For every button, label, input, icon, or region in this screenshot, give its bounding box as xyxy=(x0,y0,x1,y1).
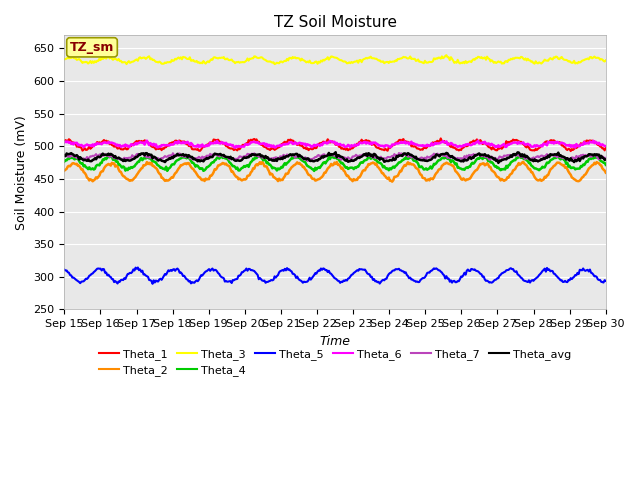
Theta_avg xyxy=(61,153,68,158)
Theta_3 xyxy=(390,59,398,64)
Theta_3 xyxy=(365,55,372,60)
Theta_3 xyxy=(61,56,68,62)
Theta_avg xyxy=(332,149,339,155)
Theta_5 xyxy=(291,272,299,278)
Y-axis label: Soil Moisture (mV): Soil Moisture (mV) xyxy=(15,115,28,230)
Theta_4 xyxy=(310,168,318,174)
Theta_3 xyxy=(229,59,237,64)
Theta_7 xyxy=(303,158,311,164)
Theta_6 xyxy=(390,142,398,147)
Theta_avg xyxy=(602,157,609,163)
Theta_7 xyxy=(602,155,609,161)
Theta_1 xyxy=(554,139,561,145)
Theta_7 xyxy=(61,153,68,159)
Theta_4 xyxy=(390,165,398,170)
Line: Theta_6: Theta_6 xyxy=(65,141,605,148)
Theta_7 xyxy=(289,153,296,158)
Theta_2 xyxy=(554,160,562,166)
Theta_1 xyxy=(389,142,397,147)
Theta_6 xyxy=(290,141,298,147)
Theta_1 xyxy=(61,138,68,144)
Theta_7 xyxy=(554,152,562,157)
Theta_1 xyxy=(602,145,609,151)
Theta_5 xyxy=(134,264,141,270)
Theta_2 xyxy=(229,169,237,175)
Theta_4 xyxy=(365,154,372,159)
Theta_7 xyxy=(229,155,237,161)
Theta_5 xyxy=(148,281,156,287)
Line: Theta_avg: Theta_avg xyxy=(65,152,605,163)
Theta_2 xyxy=(364,164,371,170)
Theta_3 xyxy=(290,55,298,61)
Theta_avg xyxy=(289,152,296,157)
Theta_5 xyxy=(461,270,468,276)
Theta_2 xyxy=(520,159,527,165)
Theta_1 xyxy=(229,146,237,152)
Theta_6 xyxy=(554,139,562,145)
Theta_7 xyxy=(461,153,468,159)
Theta_6 xyxy=(602,143,609,149)
Theta_6 xyxy=(229,142,237,148)
Line: Theta_3: Theta_3 xyxy=(65,55,605,64)
Line: Theta_2: Theta_2 xyxy=(65,162,605,181)
Theta_1 xyxy=(460,145,467,151)
Text: TZ_sm: TZ_sm xyxy=(70,41,114,54)
Title: TZ Soil Moisture: TZ Soil Moisture xyxy=(273,15,397,30)
Theta_6 xyxy=(460,143,467,148)
Theta_3 xyxy=(442,52,450,58)
Theta_2 xyxy=(289,164,296,169)
Theta_avg xyxy=(554,150,562,156)
Theta_4 xyxy=(461,167,468,173)
Theta_1 xyxy=(289,138,296,144)
Theta_1 xyxy=(437,135,445,141)
Theta_avg xyxy=(365,150,372,156)
Theta_6 xyxy=(61,140,68,145)
Theta_2 xyxy=(460,176,467,181)
Theta_5 xyxy=(554,275,562,281)
Theta_6 xyxy=(474,138,482,144)
Theta_5 xyxy=(602,278,609,284)
Theta_5 xyxy=(61,267,68,273)
Theta_6 xyxy=(231,145,239,151)
Theta_4 xyxy=(229,163,237,169)
Theta_6 xyxy=(365,140,372,146)
Theta_3 xyxy=(554,56,562,61)
Theta_2 xyxy=(602,170,609,176)
Theta_4 xyxy=(554,153,562,159)
Theta_avg xyxy=(495,160,502,166)
Theta_7 xyxy=(365,153,372,158)
Theta_5 xyxy=(231,276,239,282)
Theta_avg xyxy=(460,158,467,164)
Theta_3 xyxy=(602,58,609,63)
Line: Theta_7: Theta_7 xyxy=(65,153,605,161)
Line: Theta_4: Theta_4 xyxy=(65,156,605,171)
Theta_2 xyxy=(390,174,398,180)
Theta_avg xyxy=(229,155,237,161)
Line: Theta_1: Theta_1 xyxy=(65,138,605,151)
Theta_1 xyxy=(364,138,371,144)
Theta_5 xyxy=(365,272,373,277)
Theta_3 xyxy=(271,61,278,67)
Theta_1 xyxy=(567,148,575,154)
Theta_7 xyxy=(395,150,403,156)
Theta_4 xyxy=(403,153,411,158)
Line: Theta_5: Theta_5 xyxy=(65,267,605,284)
Theta_4 xyxy=(289,156,296,161)
Theta_7 xyxy=(390,151,398,157)
Theta_2 xyxy=(388,179,396,184)
Legend: Theta_1, Theta_2, Theta_3, Theta_4, Theta_5, Theta_6, Theta_7, Theta_avg: Theta_1, Theta_2, Theta_3, Theta_4, Thet… xyxy=(94,345,576,381)
Theta_5 xyxy=(392,266,399,272)
Theta_4 xyxy=(602,162,609,168)
Theta_4 xyxy=(61,158,68,164)
Theta_3 xyxy=(461,60,468,66)
Theta_2 xyxy=(61,168,68,173)
Theta_avg xyxy=(390,157,398,163)
X-axis label: Time: Time xyxy=(319,335,351,348)
